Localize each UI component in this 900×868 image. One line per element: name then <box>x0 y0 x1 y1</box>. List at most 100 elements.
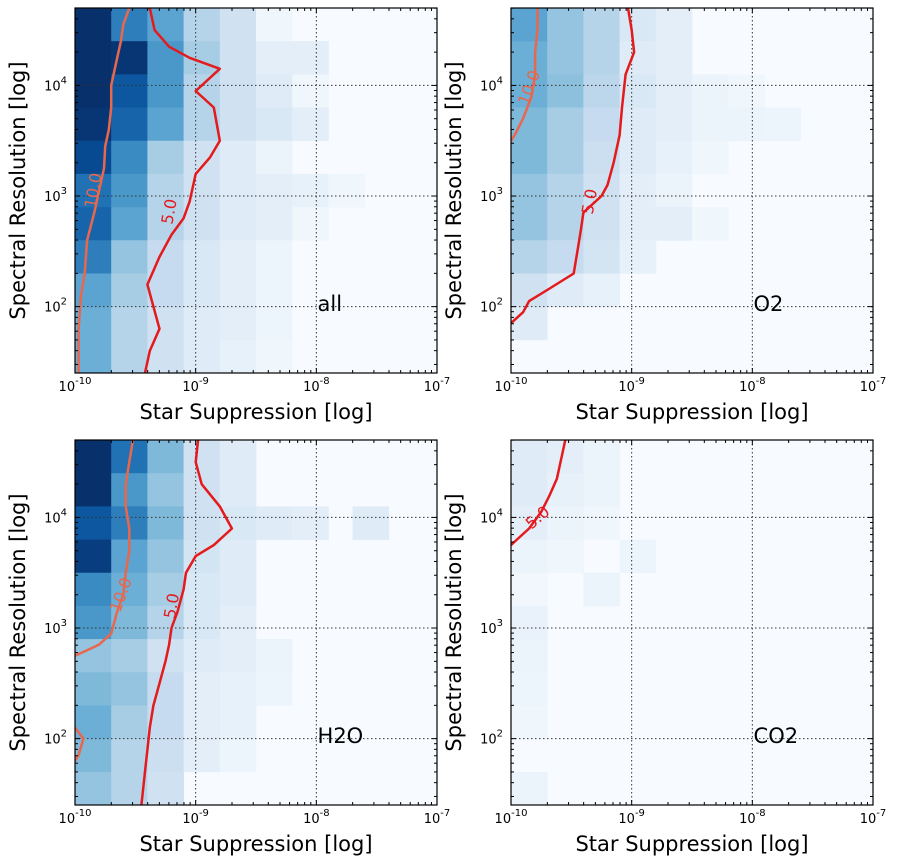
heatmap-cell <box>619 41 657 75</box>
heatmap-cell <box>111 306 148 341</box>
heatmap-cell <box>583 74 620 108</box>
heatmap-cell <box>547 173 584 208</box>
heatmap-cell <box>111 74 148 108</box>
heatmap-cell <box>111 240 148 274</box>
heatmap-cell <box>583 440 620 474</box>
heatmap-cell <box>75 74 112 108</box>
heatmap-cell <box>147 506 184 540</box>
x-axis-label: Star Suppression [log] <box>575 400 808 424</box>
contour-label: 5.0 <box>158 197 181 225</box>
heatmap-cell <box>655 74 693 108</box>
heatmap-cell <box>619 539 657 574</box>
heatmap-cell <box>511 41 548 75</box>
heatmap-cell <box>583 173 620 208</box>
heatmap-cell <box>147 572 184 607</box>
heatmap-cell <box>183 140 221 175</box>
heatmap-cell <box>292 74 329 108</box>
heatmap-cell <box>75 107 112 142</box>
axes-frame <box>74 439 438 806</box>
heatmap-cell <box>583 506 620 540</box>
heatmap-cell <box>511 639 548 673</box>
x-axis-label: Star Suppression [log] <box>139 400 372 424</box>
heatmap-cell <box>692 207 729 241</box>
heatmap-cell <box>619 240 657 274</box>
heatmap-cell <box>111 207 148 241</box>
contour-line-10.0 <box>77 8 131 373</box>
panel-label: all <box>318 292 343 316</box>
heatmap-cell <box>219 672 257 706</box>
y-tick-label: 103 <box>480 618 503 637</box>
heatmap-cell <box>764 107 801 142</box>
heatmap-cell <box>256 74 293 108</box>
heatmap-cell <box>147 273 184 308</box>
heatmap-cell <box>511 672 548 706</box>
heatmap-cell <box>619 8 657 42</box>
heatmap-cell <box>583 273 620 308</box>
heatmap-cell <box>547 8 584 42</box>
heatmap-cell <box>256 107 293 142</box>
heatmap-cell <box>75 771 112 805</box>
contour-line-5.0 <box>511 8 636 325</box>
panel-label: H2O <box>318 724 364 748</box>
heatmap-cell <box>75 173 112 208</box>
heatmap-cell <box>583 207 620 241</box>
heatmap-cell <box>511 173 548 208</box>
heatmap-cell <box>111 273 148 308</box>
heatmap-cell <box>583 473 620 507</box>
heatmap-cell <box>655 140 693 175</box>
heatmap-cell <box>111 738 148 773</box>
heatmap-cell <box>111 705 148 740</box>
heatmap-cell <box>256 506 293 540</box>
heatmap-cell <box>183 8 221 42</box>
y-tick-label: 103 <box>480 186 503 205</box>
heatmap-cell <box>111 107 148 142</box>
x-tick-label: 10-9 <box>182 808 209 827</box>
heatmap-cell <box>256 173 293 208</box>
y-tick-label: 102 <box>44 729 67 748</box>
y-axis-label: Spectral Resolution [log] <box>442 493 466 751</box>
heatmap-cell <box>111 140 148 175</box>
heatmap-cell <box>292 506 329 540</box>
x-tick-label: 10-8 <box>739 376 766 395</box>
heatmap-cell <box>511 771 548 805</box>
heatmap-cell <box>547 41 584 75</box>
heatmap-cell <box>75 440 112 474</box>
heatmap-cell <box>183 572 221 607</box>
plot-area <box>511 440 873 805</box>
heatmap-cell <box>111 173 148 208</box>
heatmap-cell <box>147 306 184 341</box>
y-tick-label: 104 <box>44 75 67 94</box>
heatmap-cell <box>147 771 184 805</box>
heatmap-cell <box>219 440 257 474</box>
heatmap-cell <box>619 140 657 175</box>
heatmap-cell <box>292 41 329 75</box>
x-tick-label: 10-9 <box>618 376 645 395</box>
heatmap-cell <box>619 107 657 142</box>
y-axis-label: Spectral Resolution [log] <box>6 493 30 751</box>
heatmap-cell <box>547 539 584 574</box>
heatmap-cell <box>219 107 257 142</box>
contour-line-10.0 <box>511 8 539 142</box>
heatmap-cell <box>511 306 548 341</box>
y-tick-label: 102 <box>44 297 67 316</box>
heatmap-cell <box>183 306 221 341</box>
heatmap-cell <box>619 207 657 241</box>
heatmap-cell <box>655 107 693 142</box>
heatmap-cell <box>292 173 329 208</box>
x-tick-label: 10-8 <box>739 808 766 827</box>
heatmap-cell <box>75 41 112 75</box>
heatmap-cell <box>328 173 365 208</box>
heatmap-cell <box>547 207 584 241</box>
x-tick-label: 10-10 <box>59 376 92 395</box>
heatmap-cell <box>256 639 293 673</box>
x-tick-label: 10-9 <box>182 376 209 395</box>
heatmap-cell <box>547 74 584 108</box>
heatmap-cell <box>75 539 112 574</box>
heatmap-cell <box>219 140 257 175</box>
heatmap-cell <box>583 572 620 607</box>
heatmap-cell <box>547 107 584 142</box>
heatmap-cell <box>692 107 729 142</box>
heatmap-cell <box>111 8 148 42</box>
heatmap-cell <box>219 572 257 607</box>
